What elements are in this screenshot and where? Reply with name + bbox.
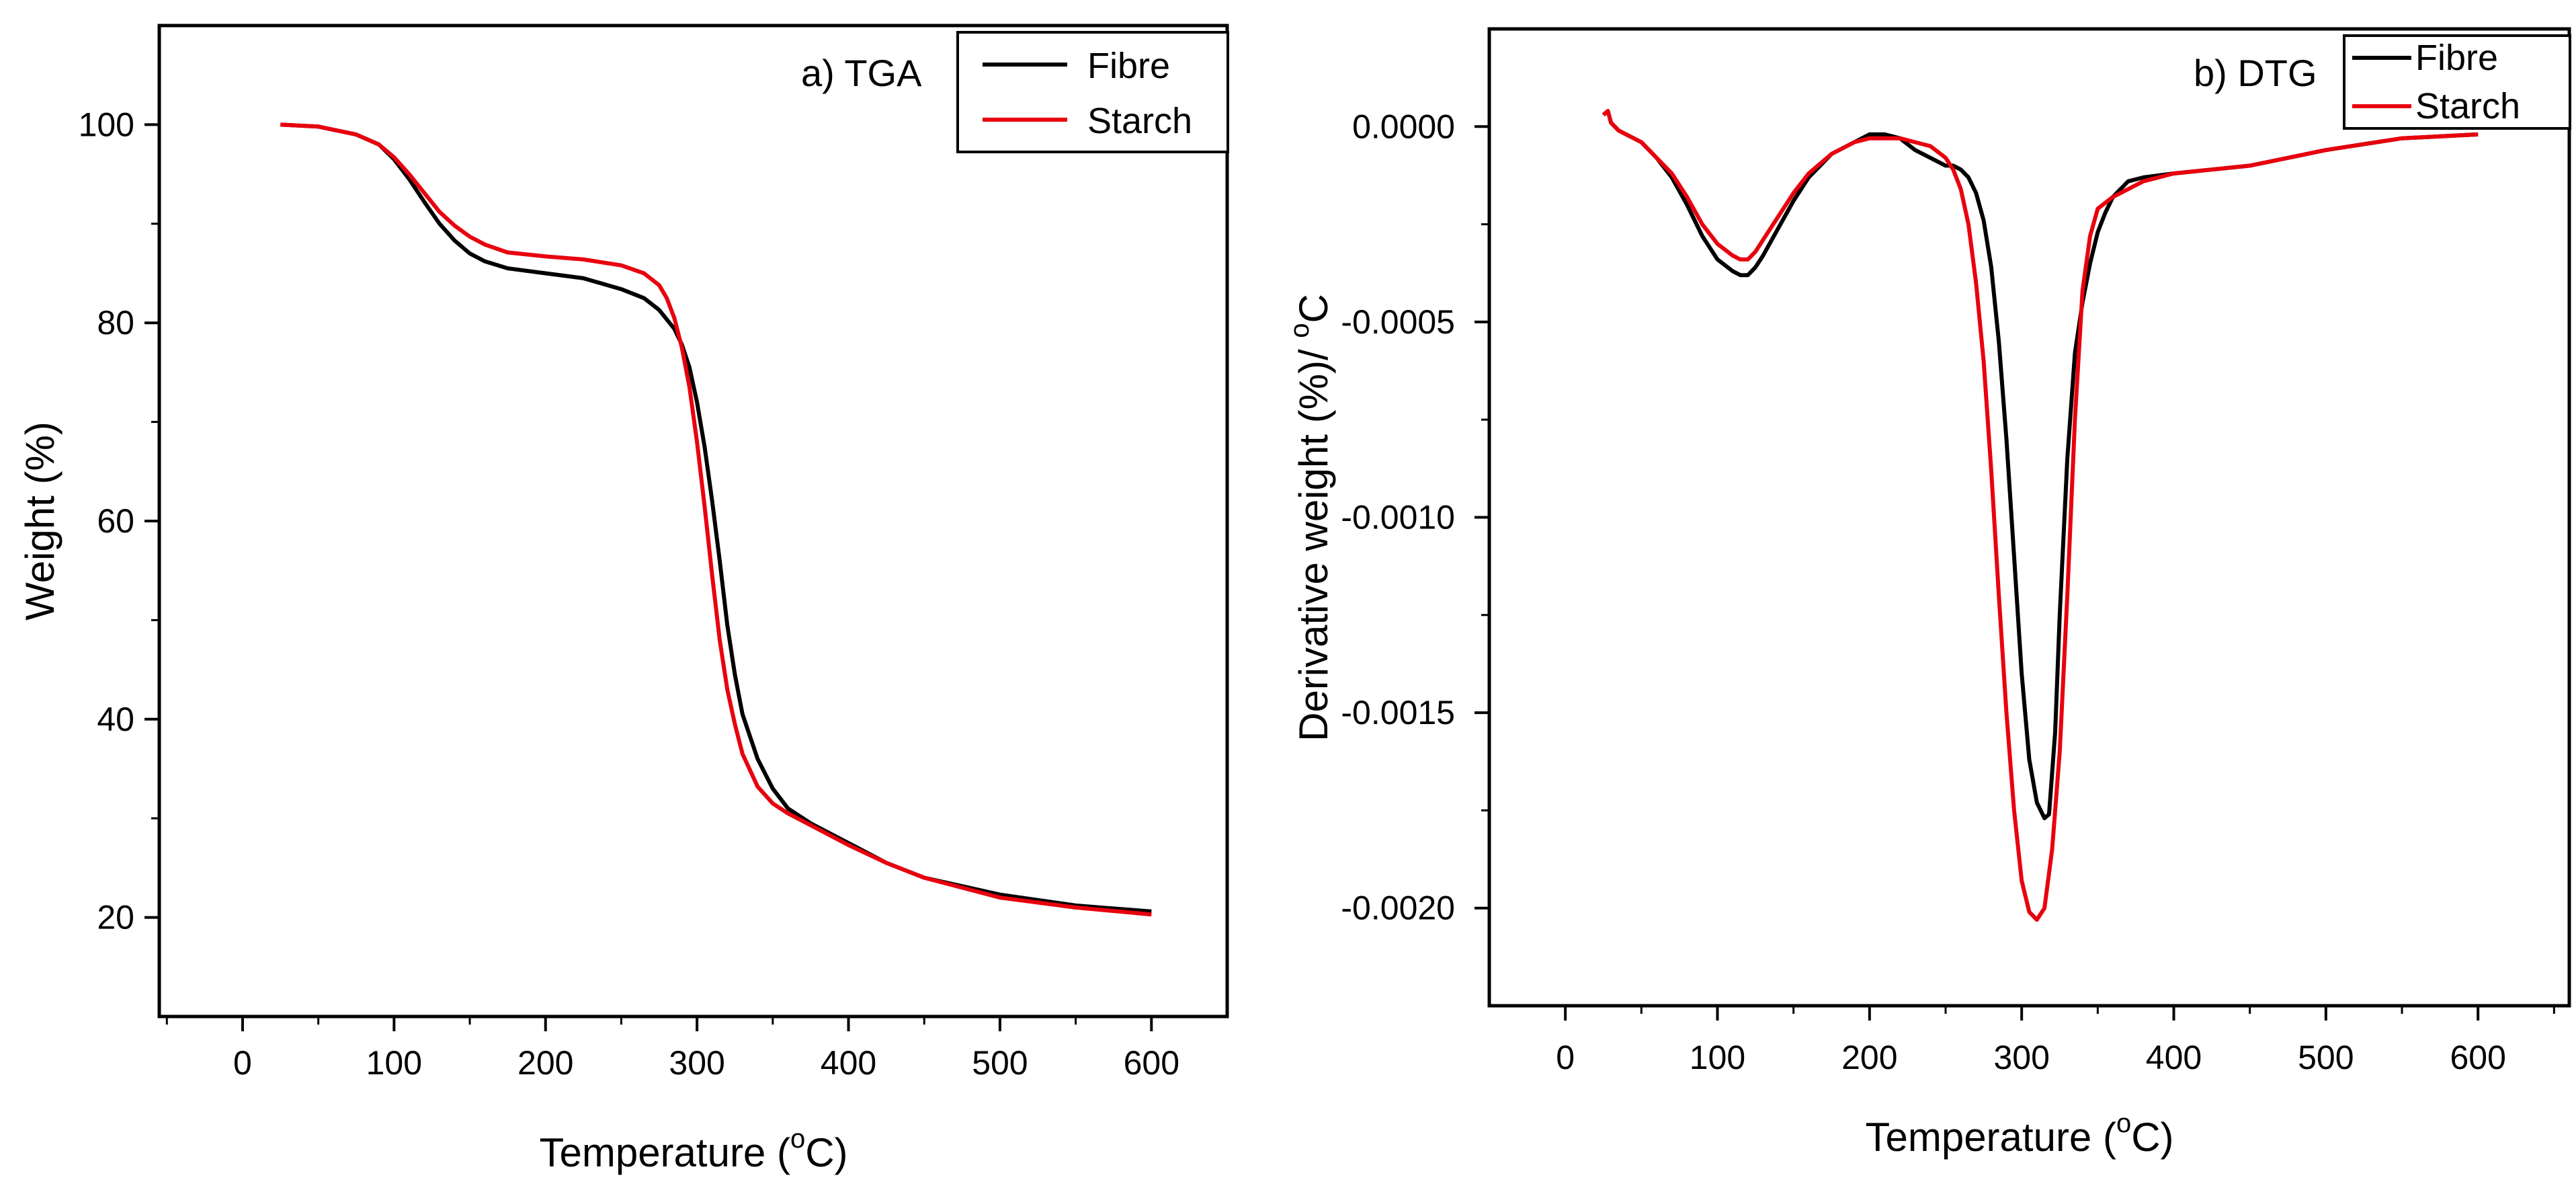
tga-y-tick-label: 80 — [97, 304, 134, 342]
dtg-plot-frame — [1487, 27, 2571, 1008]
tga-legend: Fibre Starch — [956, 31, 1229, 153]
dtg-x-tick-label: 200 — [1841, 1039, 1897, 1076]
tga-series — [280, 122, 1152, 917]
tga-x-tick-label: 100 — [366, 1044, 422, 1082]
tga-x-tick-label: 500 — [972, 1044, 1028, 1082]
tga-plot-frame — [157, 24, 1229, 1019]
dtg-x-tick-label: 0 — [1556, 1039, 1575, 1076]
tga-x-axis-title: Temperature (oC) — [539, 1124, 847, 1175]
dtg-legend: Fibre Starch — [2343, 34, 2571, 130]
dtg-x-tick-labels: 0 100 200 300 400 500 600 — [1556, 1039, 2506, 1076]
tga-x-tick-label: 0 — [233, 1044, 252, 1082]
tga-ticks — [144, 123, 1153, 1031]
tga-legend-box — [956, 31, 1229, 153]
dtg-ticks — [1474, 125, 2555, 1021]
tga-x-tick-label: 400 — [821, 1044, 876, 1082]
dtg-series — [1602, 109, 2479, 922]
dtg-x-tick-label: 100 — [1690, 1039, 1745, 1076]
tga-y-tick-labels: 20 40 60 80 100 — [79, 106, 134, 936]
tga-series-starch — [280, 122, 1152, 917]
dtg-chart: 0 100 200 300 400 500 600 0.0000 -0.0005 -0.0010… — [1285, 27, 2571, 1160]
dtg-y-tick-labels: 0.0000 -0.0005 -0.0010 -0.0015 -0.0020 — [1341, 108, 1455, 926]
tga-x-tick-label: 200 — [517, 1044, 573, 1082]
dtg-x-axis-title: Temperature (oC) — [1865, 1109, 2173, 1160]
dtg-y-tick-label: -0.0005 — [1341, 303, 1455, 341]
tga-x-tick-label: 600 — [1124, 1044, 1179, 1082]
tga-legend-label-starch: Starch — [1087, 101, 1192, 141]
dtg-legend-label-starch: Starch — [2415, 86, 2520, 126]
tga-y-tick-label: 20 — [97, 899, 134, 936]
tga-y-tick-label: 40 — [97, 701, 134, 738]
dtg-legend-box — [2343, 34, 2571, 130]
dtg-x-tick-label: 500 — [2298, 1039, 2354, 1076]
tga-y-tick-label: 100 — [79, 106, 134, 143]
tga-y-tick-label: 60 — [97, 502, 134, 540]
dtg-x-tick-label: 400 — [2146, 1039, 2202, 1076]
tga-chart: 0 100 200 300 400 500 600 20 40 60 80 100 a) TGA F… — [17, 24, 1229, 1175]
dtg-series-starch — [1602, 109, 2479, 922]
dtg-panel-label: b) DTG — [2194, 52, 2317, 94]
dtg-y-axis-title: Derivative weight (%)/ oC — [1285, 294, 1336, 742]
dtg-x-tick-label: 600 — [2450, 1039, 2505, 1076]
dtg-y-tick-label: -0.0015 — [1341, 694, 1455, 731]
tga-legend-label-fibre: Fibre — [1087, 46, 1170, 86]
tga-series-fibre — [280, 122, 1152, 914]
tga-y-axis-title: Weight (%) — [17, 422, 63, 621]
dtg-y-tick-label: -0.0010 — [1341, 499, 1455, 536]
dtg-legend-label-fibre: Fibre — [2415, 38, 2498, 78]
dtg-x-tick-label: 300 — [1993, 1039, 2049, 1076]
tga-x-tick-label: 300 — [669, 1044, 724, 1082]
tga-panel-label: a) TGA — [801, 52, 922, 94]
dtg-series-fibre — [1602, 109, 2479, 820]
dtg-y-tick-label: 0.0000 — [1352, 108, 1455, 145]
dtg-y-tick-label: -0.0020 — [1341, 889, 1455, 927]
tga-x-tick-labels: 0 100 200 300 400 500 600 — [233, 1044, 1179, 1082]
